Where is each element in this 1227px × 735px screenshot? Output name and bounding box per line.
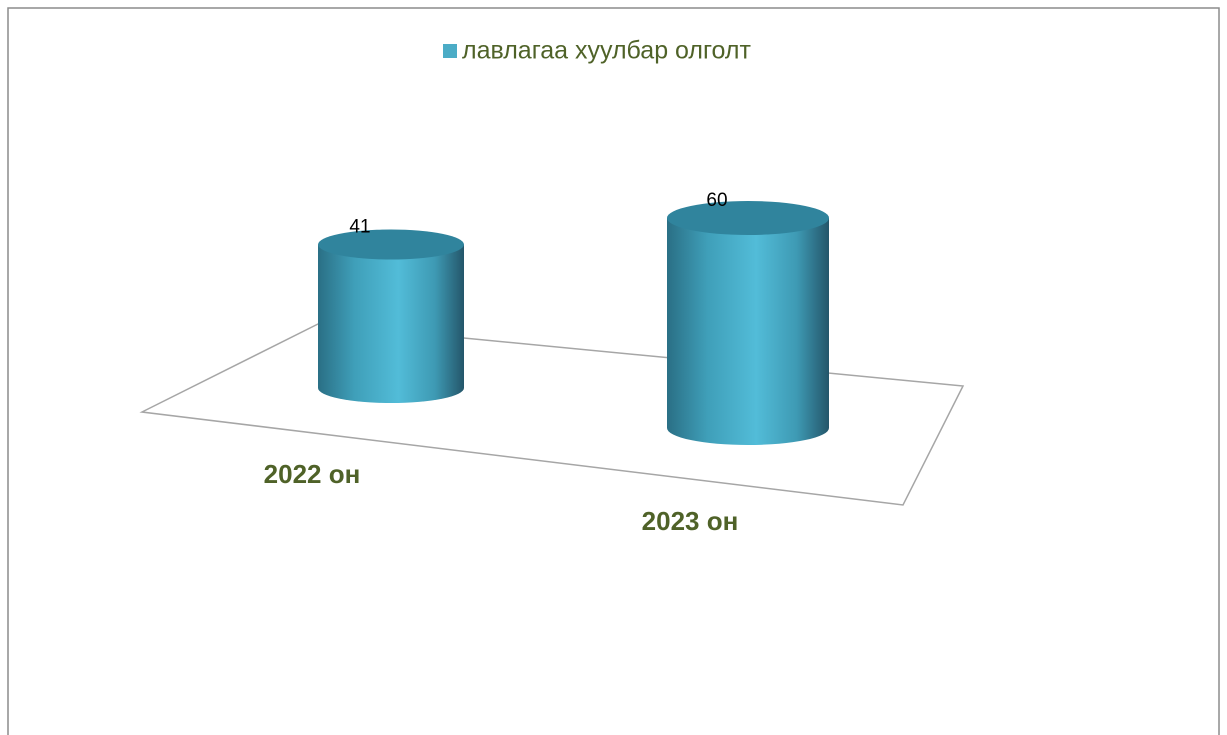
floor-plane: [139, 323, 965, 506]
data-label: 60: [706, 190, 727, 211]
x-tick-label: 2023 он: [642, 506, 739, 536]
chart-frame: [7, 7, 1220, 735]
x-tick-label: 2022 он: [264, 459, 361, 489]
bar: [667, 201, 829, 445]
cylinder-top: [318, 229, 464, 260]
cylinder-body: [667, 218, 829, 445]
legend-swatch: [443, 44, 457, 58]
cylinder-top: [667, 201, 829, 235]
bar: [318, 229, 464, 403]
legend-label: лавлагаа хуулбар олголт: [462, 37, 752, 65]
cylinder-body: [318, 244, 464, 403]
data-label: 41: [349, 217, 370, 238]
